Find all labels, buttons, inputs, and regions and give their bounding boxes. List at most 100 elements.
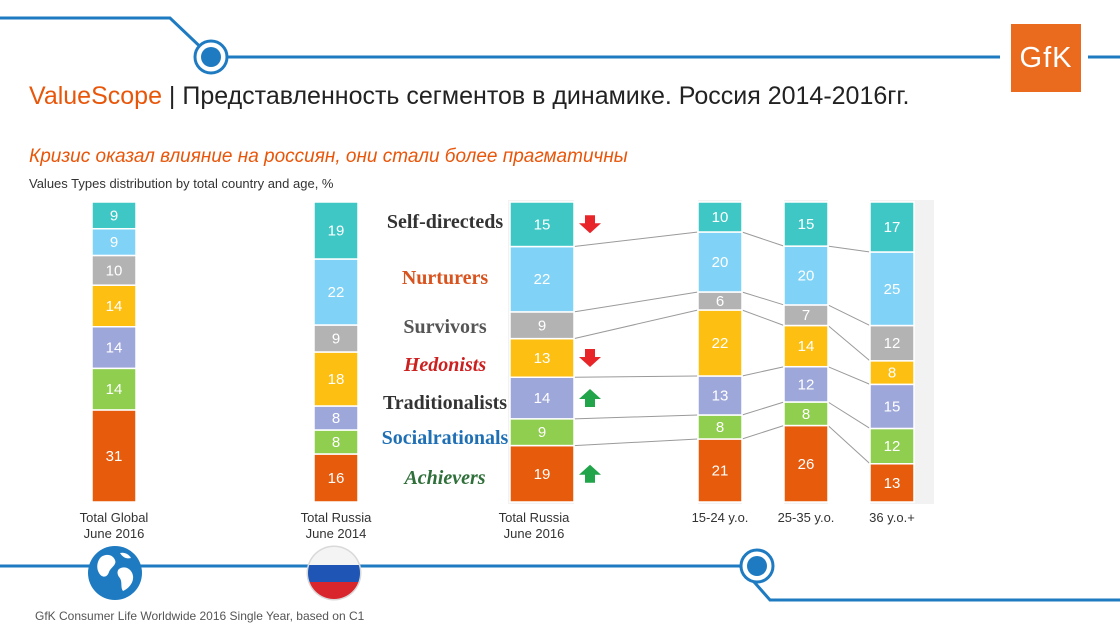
bar-segment-traditionalists (313, 405, 359, 431)
category-label: 15-24 y.o. (692, 510, 749, 525)
data-label: 19 (534, 466, 551, 483)
data-label: 8 (716, 419, 724, 436)
bar-segment-socialrationals (697, 414, 743, 440)
bar-segment-self-directeds (313, 201, 359, 260)
category-label: 25-35 y.o. (778, 510, 835, 525)
bar-segment-survivors (509, 311, 575, 340)
bar-segment-achievers (783, 424, 829, 503)
data-label: 12 (884, 335, 901, 352)
data-label: 18 (328, 371, 345, 388)
connector-line (741, 291, 785, 306)
data-label: 6 (716, 293, 724, 310)
category-label: Total Russia (499, 510, 571, 525)
connector-line (741, 401, 785, 416)
data-label: 9 (332, 331, 340, 348)
data-label: 14 (798, 338, 815, 355)
bar-segment-nurturers (91, 227, 137, 257)
gfk-logo: GfK (1011, 24, 1081, 92)
data-label: 13 (884, 475, 901, 492)
legend-nurturers: Nurturers (402, 267, 488, 289)
arrow-up-traditionalists (579, 389, 601, 408)
data-label: 22 (534, 271, 551, 288)
data-label: 9 (538, 317, 546, 334)
data-label: 10 (712, 209, 729, 226)
data-label: 13 (712, 388, 729, 405)
connector-line (741, 425, 785, 440)
bar-segment-achievers (869, 463, 915, 503)
category-label: June 2016 (504, 526, 565, 541)
connector-line (741, 366, 785, 377)
arrow-down-self-directeds (579, 215, 601, 234)
arrow-down-hedonists (579, 348, 601, 367)
bar-segment-traditionalists (91, 326, 137, 370)
data-label: 14 (106, 340, 123, 357)
category-label: June 2014 (306, 526, 367, 541)
russia-flag-icon (306, 545, 362, 601)
data-label: 31 (106, 448, 123, 465)
title-brand: ValueScope (29, 82, 162, 110)
bar-segment-traditionalists (509, 376, 575, 420)
data-label: 20 (712, 254, 729, 271)
data-label: 17 (884, 219, 901, 236)
bar-segment-socialrationals (869, 427, 915, 465)
bar-segment-socialrationals (91, 367, 137, 411)
data-label: 14 (106, 381, 123, 398)
page-title: ValueScope | Представленность сегментов … (29, 82, 909, 111)
connector-line (827, 401, 871, 429)
legend-self-directeds: Self-directeds (387, 211, 503, 233)
data-label: 9 (110, 207, 118, 224)
data-label: 22 (712, 335, 729, 352)
chart-caption: Values Types distribution by total count… (29, 176, 334, 191)
connector-line (827, 325, 871, 362)
data-label: 8 (802, 406, 810, 423)
bar-segment-hedonists (697, 309, 743, 377)
data-label: 25 (884, 281, 901, 298)
bar-segment-hedonists (313, 351, 359, 407)
bar-segment-self-directeds (783, 201, 829, 247)
connector-line (741, 309, 785, 326)
data-label: 22 (328, 284, 345, 301)
data-label: 26 (798, 456, 815, 473)
connector-line (573, 309, 699, 340)
panel-gap (742, 200, 784, 504)
bar-segment-self-directeds (509, 201, 575, 248)
connector-line (827, 304, 871, 326)
bar-segment-survivors (313, 324, 359, 353)
data-label: 14 (106, 298, 123, 315)
connector-line (573, 291, 699, 313)
legend-socialrationals: Socialrationals (382, 427, 509, 449)
data-label: 10 (106, 262, 123, 279)
category-label: June 2016 (84, 526, 145, 541)
data-label: 9 (538, 424, 546, 441)
data-label: 12 (798, 376, 815, 393)
data-label: 7 (802, 307, 810, 324)
category-label: Total Global (80, 510, 149, 525)
bar-segment-survivors (91, 254, 137, 286)
data-label: 9 (110, 234, 118, 251)
data-label: 20 (798, 268, 815, 285)
connector-line (827, 425, 871, 465)
category-label: Total Russia (301, 510, 373, 525)
bar-segment-nurturers (697, 231, 743, 293)
data-label: 12 (884, 438, 901, 455)
data-label: 16 (328, 470, 345, 487)
legend-achievers: Achievers (402, 467, 485, 489)
connector-line (573, 375, 699, 378)
legend-traditionalists: Traditionalists (383, 392, 507, 414)
bar-segment-socialrationals (313, 429, 359, 455)
data-label: 8 (888, 365, 896, 382)
bar-segment-hedonists (91, 284, 137, 328)
data-label: 14 (534, 390, 551, 407)
legend-hedonists: Hedonists (403, 354, 486, 376)
footer-source: GfK Consumer Life Worldwide 2016 Single … (35, 609, 365, 623)
connector-line (573, 231, 699, 248)
arrow-up-achievers (579, 464, 601, 483)
data-label: 19 (328, 223, 345, 240)
connector-line (573, 438, 699, 447)
connector-line (573, 414, 699, 420)
data-label: 15 (534, 216, 551, 233)
data-label: 8 (332, 434, 340, 451)
data-label: 21 (712, 463, 729, 480)
